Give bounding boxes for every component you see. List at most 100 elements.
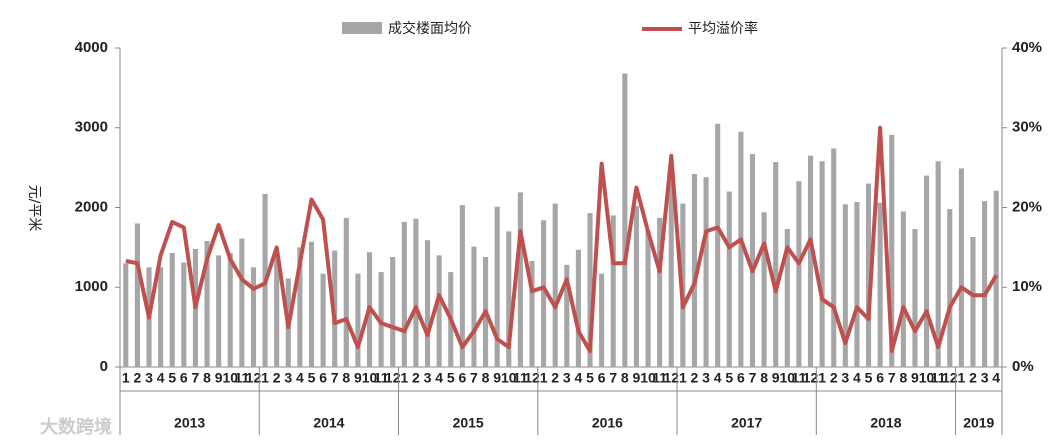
bar (123, 263, 129, 367)
bar (854, 201, 860, 367)
x-tick-label: 1 (261, 370, 269, 386)
bar (297, 247, 303, 367)
bar (552, 203, 558, 367)
x-tick-label: 1 (679, 370, 687, 386)
x-tick-label: 1 (540, 370, 548, 386)
x-tick-label: 3 (841, 370, 849, 386)
x-tick-label: 10 (640, 370, 656, 386)
y-tick-label: 0 (100, 358, 108, 375)
bar (436, 255, 442, 367)
x-tick-label: 5 (168, 370, 176, 386)
bar (958, 168, 964, 367)
x-tick-label: 3 (981, 370, 989, 386)
x-tick-label: 6 (180, 370, 188, 386)
x-tick-label: 8 (899, 370, 907, 386)
bar (831, 148, 837, 367)
legend-swatch-bar (342, 22, 382, 34)
year-label: 2015 (453, 415, 484, 431)
bar (622, 73, 628, 368)
y2-tick-label: 20% (1012, 198, 1042, 215)
bar (204, 240, 210, 367)
x-tick-label: 2 (969, 370, 977, 386)
bar (541, 220, 547, 367)
x-tick-label: 1 (122, 370, 130, 386)
x-tick-label: 11 (234, 370, 249, 386)
y-tick-label: 4000 (75, 39, 108, 56)
x-tick-label: 9 (354, 370, 362, 386)
bar (773, 162, 779, 367)
bar (703, 177, 709, 367)
bar (308, 241, 315, 367)
x-tick-label: 8 (621, 370, 629, 386)
bar (982, 201, 988, 367)
bar (250, 267, 257, 367)
bar (378, 272, 384, 367)
x-tick-label: 5 (586, 370, 594, 386)
x-tick-label: 3 (563, 370, 571, 386)
bar (924, 175, 930, 367)
x-tick-label: 10 (780, 370, 796, 386)
x-tick-label: 4 (992, 370, 1000, 386)
x-tick-label: 4 (853, 370, 861, 386)
bar (610, 215, 616, 367)
x-tick-label: 6 (737, 370, 745, 386)
y-tick-label: 1000 (75, 278, 108, 295)
x-tick-label: 6 (876, 370, 884, 386)
x-tick-label: 5 (725, 370, 733, 386)
x-tick-label: 4 (157, 370, 165, 386)
x-tick-label: 3 (702, 370, 710, 386)
bar (691, 174, 698, 367)
bar (401, 221, 407, 367)
bar (947, 209, 953, 367)
x-tick-label: 11 (652, 370, 667, 386)
x-tick-label: 10 (501, 370, 517, 386)
y2-tick-label: 0% (1012, 358, 1034, 375)
x-tick-label: 9 (772, 370, 780, 386)
legend-label: 平均溢价率 (688, 20, 758, 37)
y2-tick-label: 30% (1012, 119, 1042, 136)
x-tick-label: 11 (374, 370, 389, 386)
bar (343, 217, 349, 367)
bar (181, 262, 187, 367)
x-tick-label: 2 (273, 370, 281, 386)
x-tick-label: 6 (319, 370, 327, 386)
x-tick-label: 11 (931, 370, 946, 386)
x-tick-label: 4 (714, 370, 722, 386)
bar (169, 252, 175, 367)
x-tick-label: 4 (435, 370, 443, 386)
bar (506, 231, 512, 367)
x-tick-label: 5 (865, 370, 873, 386)
bar (784, 229, 790, 367)
x-tick-label: 10 (222, 370, 238, 386)
bar (970, 237, 976, 367)
x-tick-label: 5 (447, 370, 455, 386)
x-tick-label: 9 (215, 370, 223, 386)
x-tick-label: 11 (513, 370, 528, 386)
y2-tick-label: 10% (1012, 278, 1042, 295)
x-tick-label: 6 (458, 370, 466, 386)
x-tick-label: 7 (470, 370, 478, 386)
x-tick-label: 9 (493, 370, 501, 386)
x-tick-label: 10 (362, 370, 378, 386)
bar (912, 229, 918, 367)
bar (424, 240, 431, 367)
bar (807, 155, 814, 367)
legend-label: 成交楼面均价 (388, 20, 472, 37)
x-tick-label: 8 (760, 370, 768, 386)
bar (459, 205, 465, 367)
bar (274, 251, 280, 367)
bar (726, 191, 732, 367)
bar (900, 211, 906, 367)
x-tick-label: 8 (203, 370, 211, 386)
bar (575, 249, 581, 367)
year-label: 2018 (870, 415, 901, 431)
bar (227, 252, 233, 367)
x-tick-label: 7 (888, 370, 896, 386)
bar (749, 154, 756, 367)
x-tick-label: 2 (134, 370, 142, 386)
bar (935, 161, 941, 367)
x-tick-label: 6 (598, 370, 606, 386)
bar (239, 238, 245, 367)
bar (134, 223, 140, 367)
x-tick-label: 5 (308, 370, 316, 386)
